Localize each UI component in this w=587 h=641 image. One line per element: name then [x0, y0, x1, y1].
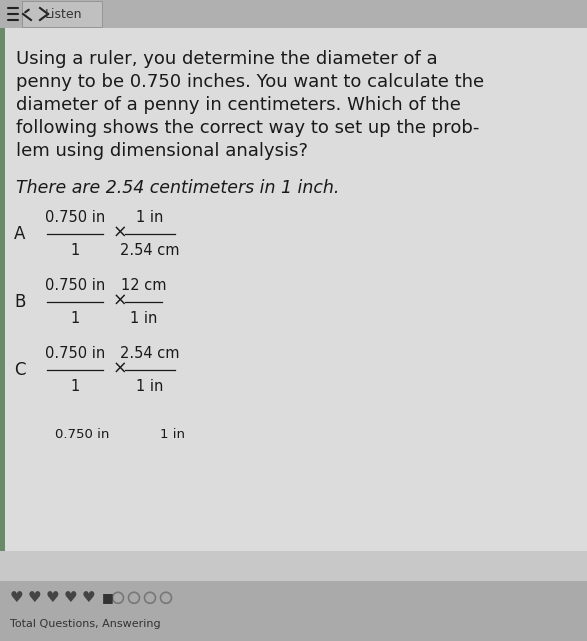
- Text: 1 in: 1 in: [130, 311, 157, 326]
- Text: ♥: ♥: [10, 590, 23, 605]
- Bar: [0, 581, 587, 641]
- Text: ♥: ♥: [46, 590, 60, 605]
- Text: Listen: Listen: [44, 8, 82, 21]
- Text: 2.54 cm: 2.54 cm: [120, 243, 180, 258]
- Text: ×: ×: [113, 292, 127, 310]
- Text: 1: 1: [70, 379, 80, 394]
- Text: Total Questions, Answering: Total Questions, Answering: [10, 619, 161, 629]
- Bar: [0, 0, 587, 28]
- Text: following shows the correct way to set up the prob-: following shows the correct way to set u…: [16, 119, 480, 137]
- Text: penny to be 0.750 inches. You want to calculate the: penny to be 0.750 inches. You want to ca…: [16, 73, 484, 91]
- Text: 1 in: 1 in: [160, 428, 185, 441]
- Text: 12 cm: 12 cm: [120, 278, 166, 293]
- Text: ♥: ♥: [82, 590, 96, 605]
- Text: ♥: ♥: [64, 590, 77, 605]
- Text: 0.750 in: 0.750 in: [45, 346, 105, 361]
- Bar: [0, 0, 587, 551]
- Text: There are 2.54 centimeters in 1 inch.: There are 2.54 centimeters in 1 inch.: [16, 179, 339, 197]
- Bar: [0, 28, 5, 551]
- Text: lem using dimensional analysis?: lem using dimensional analysis?: [16, 142, 308, 160]
- Text: ■: ■: [102, 591, 114, 604]
- Text: B: B: [14, 293, 25, 311]
- Text: 2.54 cm: 2.54 cm: [120, 346, 180, 361]
- Text: ♥: ♥: [28, 590, 42, 605]
- Text: 1: 1: [70, 243, 80, 258]
- Text: Using a ruler, you determine the diameter of a: Using a ruler, you determine the diamete…: [16, 50, 438, 68]
- Text: A: A: [14, 225, 25, 243]
- Text: ×: ×: [113, 360, 127, 378]
- Text: diameter of a penny in centimeters. Which of the: diameter of a penny in centimeters. Whic…: [16, 96, 461, 114]
- Text: C: C: [14, 361, 25, 379]
- Text: 1 in: 1 in: [136, 379, 164, 394]
- Text: 0.750 in: 0.750 in: [55, 428, 109, 441]
- Text: 0.750 in: 0.750 in: [45, 210, 105, 225]
- Text: 1: 1: [70, 311, 80, 326]
- Text: 0.750 in: 0.750 in: [45, 278, 105, 293]
- Text: 1 in: 1 in: [136, 210, 164, 225]
- FancyBboxPatch shape: [22, 1, 102, 27]
- Text: ×: ×: [113, 224, 127, 242]
